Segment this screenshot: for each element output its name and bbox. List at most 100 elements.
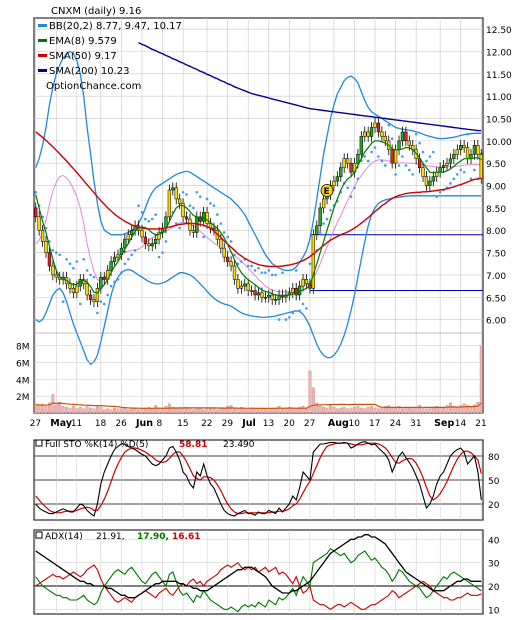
volume-bar <box>58 401 62 414</box>
candle-body <box>85 283 89 296</box>
candle-body <box>339 167 343 177</box>
volume-bar <box>287 406 291 414</box>
psar-dot <box>72 266 75 270</box>
psar-dot <box>459 168 463 172</box>
volume-bar <box>346 408 350 414</box>
psar-dot <box>298 309 301 312</box>
volume-tick-label: 4M <box>16 376 30 386</box>
candle-body <box>198 216 202 222</box>
psar-dot <box>435 195 439 199</box>
candle-body <box>40 229 45 242</box>
volume-bar <box>130 407 134 414</box>
candle-body <box>143 236 148 244</box>
volume-bar <box>233 408 236 414</box>
psar-dot <box>318 231 322 234</box>
adx-tick-label: 20 <box>488 583 500 593</box>
candle-body <box>191 229 196 233</box>
psar-dot <box>89 273 92 277</box>
psar-dot <box>174 222 178 225</box>
bb-upper-line <box>35 50 482 272</box>
volume-bar <box>411 408 415 414</box>
volume-tick-label: 6M <box>16 359 30 369</box>
legend-swatch-sma200 <box>38 69 47 72</box>
psar-dot <box>373 146 377 149</box>
sto-d-value: 23.490 <box>223 440 255 450</box>
volume-bar <box>44 406 48 414</box>
candle-body <box>184 216 189 220</box>
psar-dot <box>473 168 476 172</box>
brand-watermark: OptionChance.com <box>46 81 141 92</box>
volume-bar <box>243 408 247 414</box>
adx-tick-label: 40 <box>488 536 500 546</box>
volume-bar <box>164 406 168 414</box>
psar-dot <box>253 269 257 272</box>
volume-bar <box>435 406 439 414</box>
psar-dot <box>92 275 96 279</box>
sto-tick-label: 20 <box>488 501 500 511</box>
psar-dot <box>432 150 435 154</box>
candle-body <box>267 294 271 298</box>
volume-bar <box>445 405 449 414</box>
psar-dot <box>246 264 250 268</box>
price-tick-label: 7.00 <box>486 272 506 282</box>
volume-bar <box>102 409 106 414</box>
psar-dot <box>425 159 428 163</box>
candle-body <box>345 158 350 164</box>
volume-bar <box>219 408 223 414</box>
candle-body <box>301 279 305 287</box>
candle-body <box>263 297 268 299</box>
x-tick-label: 29 <box>222 419 234 429</box>
volume-bar <box>308 370 312 414</box>
volume-bar <box>407 407 411 414</box>
volume-bar <box>277 406 281 414</box>
psar-dot <box>346 186 349 190</box>
psar-dot <box>99 300 103 304</box>
candle-body <box>459 145 463 151</box>
candle-body <box>54 274 58 278</box>
volume-bar <box>137 409 140 414</box>
psar-dot <box>188 204 192 207</box>
di-plus-line <box>35 547 482 613</box>
x-tick-label: 26 <box>115 419 127 429</box>
volume-bar <box>455 406 459 414</box>
price-tick-label: 10.00 <box>486 138 512 148</box>
sto-k-value: 58.81 <box>179 440 207 450</box>
x-tick-label: 21 <box>475 419 486 429</box>
candle-body <box>455 149 459 155</box>
psar-dot <box>51 249 55 252</box>
psar-dot <box>61 300 65 304</box>
psar-dot <box>380 159 384 163</box>
psar-dot <box>147 219 151 223</box>
volume-bar <box>65 406 69 414</box>
sto-tick-label: 50 <box>488 477 500 487</box>
psar-dot <box>192 206 195 210</box>
x-tick-label: 10 <box>348 419 360 429</box>
psar-dot <box>308 262 312 266</box>
candle-body <box>363 131 367 137</box>
volume-bar <box>291 408 295 414</box>
volume-bar <box>222 407 226 414</box>
candle-body <box>431 176 435 182</box>
psar-dot <box>270 273 274 277</box>
volume-bar <box>325 407 329 414</box>
volume-bar <box>418 405 422 414</box>
candle-body <box>68 283 72 289</box>
price-tick-label: 8.50 <box>486 205 506 215</box>
candle-body <box>335 176 339 182</box>
candle-body <box>130 229 134 235</box>
candle-body <box>212 227 216 231</box>
psar-dot <box>404 164 408 167</box>
psar-dot <box>113 280 116 283</box>
candle-body <box>178 198 182 204</box>
volume-bar <box>281 408 284 414</box>
candle-body <box>452 154 456 159</box>
psar-dot <box>466 132 469 136</box>
volume-tick-label: 8M <box>16 343 30 353</box>
volume-bar <box>257 409 260 414</box>
psar-dot <box>212 204 216 207</box>
psar-dot <box>322 222 325 225</box>
candle-body <box>154 238 158 244</box>
psar-dot <box>411 173 415 176</box>
